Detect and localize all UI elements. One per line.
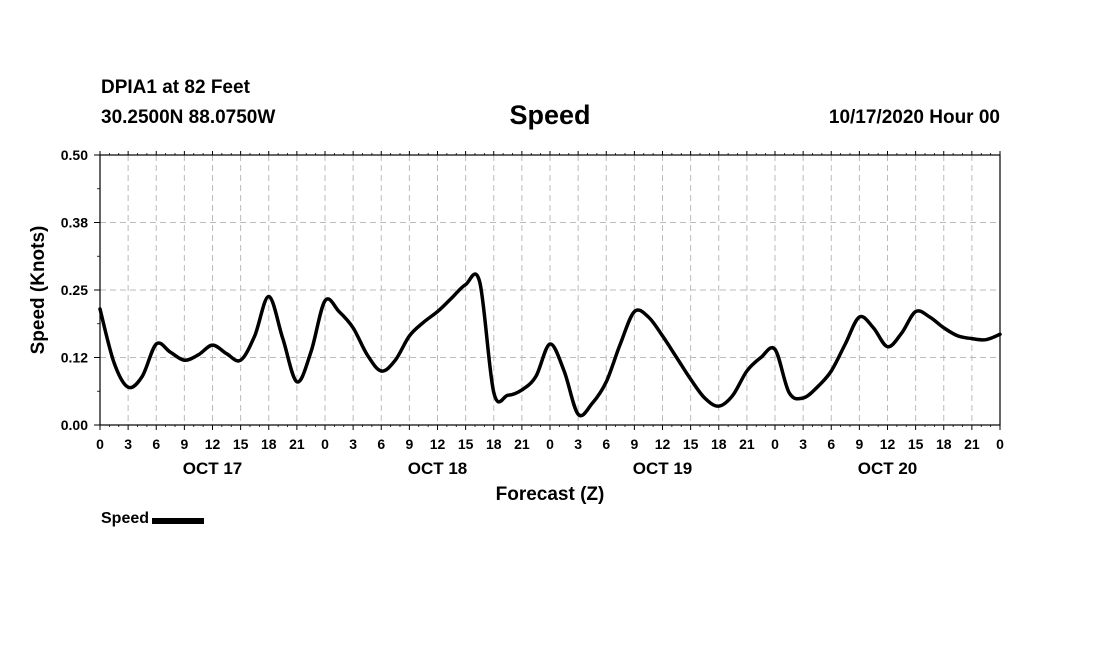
day-label: OCT 17 [183, 459, 243, 478]
x-tick-label: 3 [349, 436, 357, 452]
x-tick-label: 6 [827, 436, 835, 452]
x-tick-label: 21 [739, 436, 755, 452]
x-tick-label: 6 [602, 436, 610, 452]
x-tick-label: 9 [855, 436, 863, 452]
y-tick-labels: 0.00 0.12 0.25 0.38 0.50 [61, 147, 88, 433]
station-label: DPIA1 at 82 Feet [101, 77, 250, 98]
y-tick-label: 0.25 [61, 282, 88, 298]
x-axis-label: Forecast (Z) [496, 484, 605, 505]
x-tick-label: 12 [430, 436, 446, 452]
legend-swatch [152, 517, 205, 524]
x-tick-label: 9 [405, 436, 413, 452]
x-tick-label: 15 [233, 436, 249, 452]
y-tick-label: 0.00 [61, 417, 88, 433]
x-tick-label: 0 [996, 436, 1004, 452]
x-tick-label: 15 [683, 436, 699, 452]
day-label: OCT 20 [858, 459, 918, 478]
x-tick-label: 9 [630, 436, 638, 452]
x-tick-label: 3 [799, 436, 807, 452]
series-line-speed [98, 272, 1002, 418]
x-tick-label: 21 [289, 436, 305, 452]
x-tick-label: 0 [771, 436, 779, 452]
x-tick-label: 0 [546, 436, 554, 452]
grid-lines [100, 155, 1000, 425]
day-labels: OCT 17 OCT 18 OCT 19 OCT 20 [183, 459, 918, 478]
day-label: OCT 18 [408, 459, 468, 478]
plot-frame [99, 154, 1001, 426]
x-tick-labels: 0 3 6 9 12 15 18 21 0 3 6 9 12 15 18 21 0 3 6 9 12 15 18 21 0 3 6 9… [96, 436, 1004, 452]
x-tick-label: 3 [574, 436, 582, 452]
x-tick-label: 21 [514, 436, 530, 452]
x-tick-label: 15 [908, 436, 924, 452]
legend: Speed [101, 510, 205, 528]
legend-label: Speed [101, 510, 150, 527]
x-tick-label: 12 [655, 436, 671, 452]
y-tick-label: 0.38 [61, 215, 88, 231]
chart-title: Speed [509, 100, 591, 130]
x-tick-label: 18 [261, 436, 277, 452]
x-tick-label: 0 [321, 436, 329, 452]
x-tick-label: 6 [152, 436, 160, 452]
x-tick-label: 0 [96, 436, 104, 452]
x-tick-label: 18 [486, 436, 502, 452]
x-tick-label: 12 [205, 436, 221, 452]
x-tick-label: 18 [936, 436, 952, 452]
y-tick-label: 0.12 [61, 350, 88, 366]
x-tick-label: 15 [458, 436, 474, 452]
x-tick-label: 12 [880, 436, 896, 452]
x-tick-label: 9 [180, 436, 188, 452]
x-tick-label: 21 [964, 436, 980, 452]
x-tick-label: 18 [711, 436, 727, 452]
y-axis-label: Speed (Knots) [28, 226, 49, 355]
day-label: OCT 19 [633, 459, 693, 478]
y-tick-label: 0.50 [61, 147, 88, 163]
coordinates-label: 30.2500N 88.0750W [101, 107, 276, 128]
x-tick-label: 3 [124, 436, 132, 452]
x-tick-label: 6 [377, 436, 385, 452]
run-time-label: 10/17/2020 Hour 00 [828, 107, 1000, 128]
